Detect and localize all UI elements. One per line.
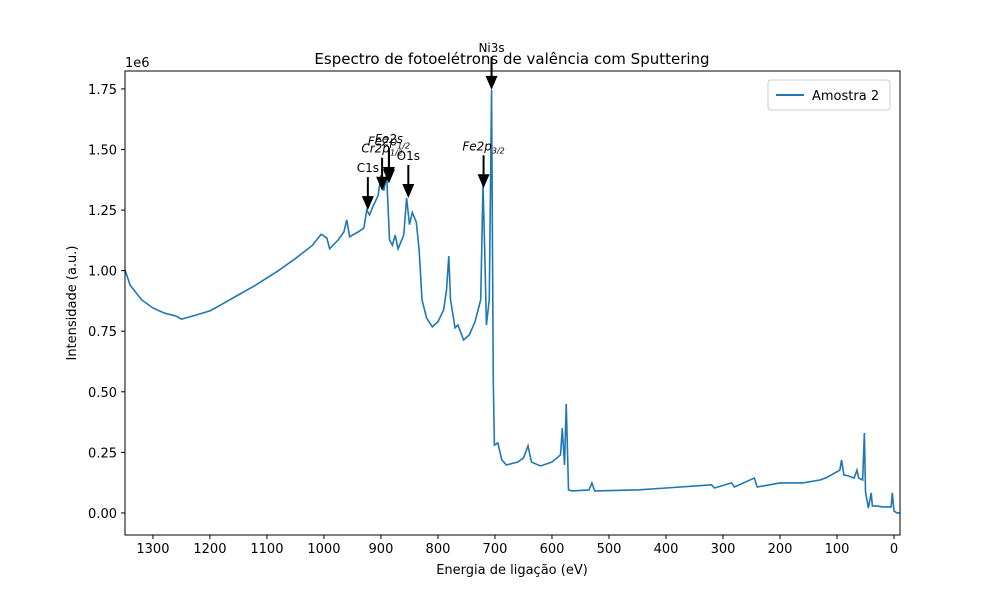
annotation-label: Cr2p1/2 xyxy=(361,142,402,158)
annotation-label: Fe2p3/2 xyxy=(462,139,504,155)
x-tick-label: 1100 xyxy=(250,542,283,557)
annotation-subscript: 1/2 xyxy=(397,141,410,150)
annotation-text: Cr2p xyxy=(361,142,390,156)
y-tick-label: 1.75 xyxy=(88,83,117,98)
annotation-text: Fe2s xyxy=(375,132,403,146)
x-tick-label: 300 xyxy=(711,542,736,557)
x-tick-label: 1200 xyxy=(193,542,226,557)
annotation-arrow-head xyxy=(361,196,374,211)
x-tick-label: 700 xyxy=(483,542,508,557)
legend-box xyxy=(767,79,891,111)
x-tick-label: 900 xyxy=(369,542,394,557)
annotation-text: C1s xyxy=(357,161,379,175)
y-axis-label: Intensidade (a.u.) xyxy=(65,245,80,360)
y-tick-label: 1.25 xyxy=(88,204,117,219)
annotation-arrow-head xyxy=(477,174,490,189)
y-tick-label: 1.00 xyxy=(88,265,117,280)
annotation-arrow-head xyxy=(382,169,395,184)
annotation-text: Ni3s xyxy=(478,41,504,55)
x-tick-label: 800 xyxy=(426,542,451,557)
legend-label: Amostra 2 xyxy=(812,89,879,104)
annotation-label: Fe2s xyxy=(375,132,403,146)
x-tick-label: 400 xyxy=(654,542,679,557)
annotation-text: Fe2p xyxy=(462,139,492,153)
annotation-text: Fe2p xyxy=(368,134,398,148)
y-tick-label: 0.50 xyxy=(88,386,117,401)
annotation-arrow-head xyxy=(402,183,415,198)
y-tick-label: 0.00 xyxy=(88,507,117,522)
annotation-label: C1s xyxy=(357,161,379,175)
x-tick-label: 1000 xyxy=(307,542,340,557)
x-tick-label: 0 xyxy=(890,542,898,557)
x-tick-label: 1300 xyxy=(136,542,169,557)
x-tick-label: 600 xyxy=(540,542,565,557)
annotation-text: O1s xyxy=(397,149,420,163)
legend: Amostra 2 xyxy=(767,79,891,111)
annotation-subscript: 3/2 xyxy=(492,146,505,155)
y-offset-label: 1e6 xyxy=(125,56,150,71)
x-axis-label: Energia de ligação (eV) xyxy=(436,563,588,578)
annotation-label: Ni3s xyxy=(478,41,504,55)
y-tick-label: 0.75 xyxy=(88,325,117,340)
chart-title: Espectro de fotoelétrons de valência com… xyxy=(314,50,709,68)
y-tick-label: 1.50 xyxy=(88,144,117,159)
annotation-subscript: 1/2 xyxy=(390,149,403,158)
x-tick-label: 500 xyxy=(597,542,622,557)
x-tick-label: 100 xyxy=(825,542,850,557)
data-line xyxy=(125,89,900,514)
annotation-arrow-head xyxy=(485,75,498,90)
annotation-label: O1s xyxy=(397,149,420,163)
annotation-arrow-head xyxy=(376,176,389,191)
y-tick-label: 0.25 xyxy=(88,446,117,461)
annotation-label: Fe2p1/2 xyxy=(368,134,410,150)
plot-frame xyxy=(124,70,901,536)
x-tick-label: 200 xyxy=(768,542,793,557)
